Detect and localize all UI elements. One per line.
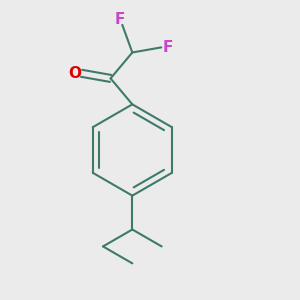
Text: O: O: [69, 66, 82, 81]
Text: F: F: [163, 40, 173, 55]
Text: F: F: [114, 12, 124, 27]
